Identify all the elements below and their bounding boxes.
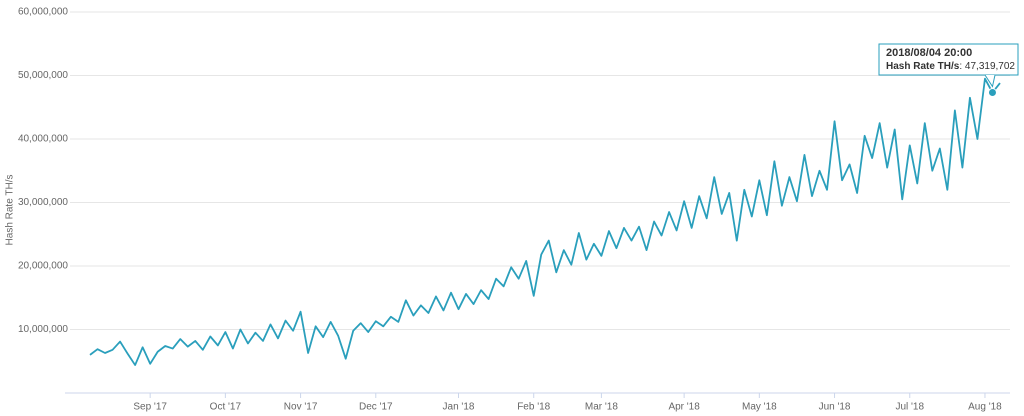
x-tick-label: Jul '18 bbox=[895, 402, 924, 413]
x-tick-label: Dec '17 bbox=[359, 402, 393, 413]
line-series bbox=[89, 77, 1001, 366]
y-tick-label: 40,000,000 bbox=[18, 134, 68, 145]
tooltip: 2018/08/04 20:00 Hash Rate TH/s: 47,319,7… bbox=[878, 43, 1019, 88]
x-tick-label: May '18 bbox=[742, 402, 777, 413]
x-tick-label: Oct '17 bbox=[210, 402, 242, 413]
y-tick-label: 10,000,000 bbox=[18, 324, 68, 335]
x-tick-label: Feb '18 bbox=[517, 402, 550, 413]
x-tick-label: Sep '17 bbox=[133, 402, 167, 413]
y-tick-label: 30,000,000 bbox=[18, 197, 68, 208]
tooltip-row: Hash Rate TH/s: 47,319,702 bbox=[886, 61, 1015, 72]
x-tick-label: Mar '18 bbox=[585, 402, 618, 413]
x-tick-label: Apr '18 bbox=[668, 402, 700, 413]
tooltip-value: 47,319,702 bbox=[965, 61, 1015, 72]
tooltip-pointer bbox=[984, 74, 996, 88]
x-tick-label: Jun '18 bbox=[819, 402, 851, 413]
y-axis-title: Hash Rate TH/s bbox=[5, 175, 16, 246]
tooltip-separator: : bbox=[959, 61, 965, 72]
y-tick-label: 50,000,000 bbox=[18, 70, 68, 81]
x-tick-label: Aug '18 bbox=[968, 402, 1002, 413]
tooltip-series-name: Hash Rate TH/s bbox=[886, 61, 960, 72]
y-tick-label: 20,000,000 bbox=[18, 261, 68, 272]
y-tick-label: 60,000,000 bbox=[18, 7, 68, 18]
x-tick-label: Nov '17 bbox=[284, 402, 318, 413]
tooltip-box bbox=[878, 43, 1019, 76]
x-tick-label: Jan '18 bbox=[443, 402, 475, 413]
hover-marker bbox=[987, 88, 997, 98]
tooltip-title: 2018/08/04 20:00 bbox=[886, 47, 972, 59]
